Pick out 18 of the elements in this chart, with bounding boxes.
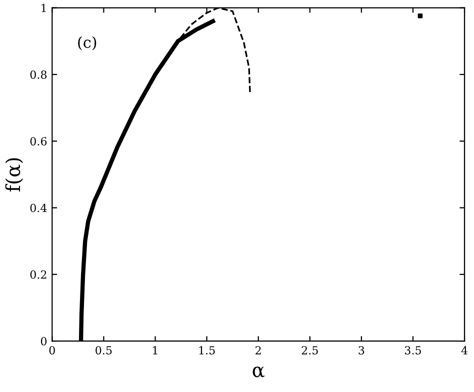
x-tick-label: 2 [256,346,261,354]
x-tick-label: 3.5 [404,346,421,354]
y-tick-label: 0.8 [30,70,47,79]
y-tick-label: 0.6 [30,137,47,146]
x-tick-label: 3 [358,346,364,354]
x-axis-title: α [252,366,264,378]
x-tick-label: 1 [153,346,158,354]
x-tick-label: 1.5 [199,346,215,354]
y-tick-label: 1 [42,4,46,12]
x-tick-label: 2.5 [302,346,318,354]
y-tick-label: 0.2 [30,270,46,279]
x-tick-label: 4 [461,346,468,354]
x-tick-label: 0.5 [96,346,112,354]
y-tick-label: 0.4 [30,204,47,212]
annotation: (c) [78,36,96,50]
x-tick-label: 0 [49,346,55,354]
y-axis-title: f(α) [5,158,24,192]
y-tick-label: 0 [40,337,47,346]
